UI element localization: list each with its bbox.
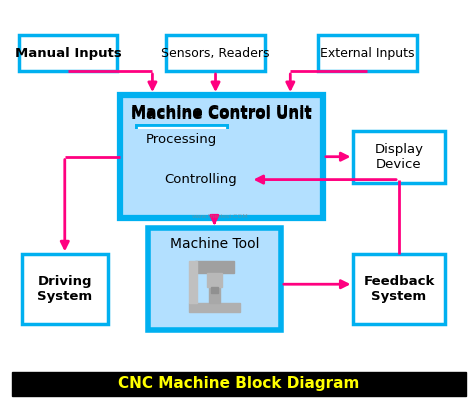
FancyBboxPatch shape	[124, 129, 319, 215]
Text: Controlling: Controlling	[164, 173, 237, 186]
Text: Processing: Processing	[146, 133, 217, 146]
Bar	[189, 261, 197, 303]
Bar	[209, 273, 220, 303]
Text: Machine Control Unit: Machine Control Unit	[131, 107, 312, 122]
Text: Driving
System: Driving System	[37, 275, 92, 303]
FancyBboxPatch shape	[319, 35, 417, 71]
FancyBboxPatch shape	[354, 131, 445, 182]
Bar	[207, 273, 222, 287]
Text: Display
Device: Display Device	[374, 143, 423, 171]
Bar	[210, 287, 218, 293]
FancyBboxPatch shape	[120, 95, 323, 219]
Text: Feedback
System: Feedback System	[363, 275, 435, 303]
FancyBboxPatch shape	[136, 125, 227, 155]
FancyBboxPatch shape	[153, 256, 276, 326]
Text: Sensors, Readers: Sensors, Readers	[161, 47, 270, 60]
Bar	[12, 372, 465, 396]
Bar	[189, 303, 240, 312]
FancyBboxPatch shape	[150, 165, 251, 194]
Text: CNC Machine Block Diagram: CNC Machine Block Diagram	[118, 376, 360, 391]
FancyBboxPatch shape	[21, 254, 108, 324]
FancyBboxPatch shape	[150, 165, 251, 194]
Text: Machine Control Unit: Machine Control Unit	[131, 105, 312, 120]
FancyBboxPatch shape	[166, 35, 264, 71]
Text: External Inputs: External Inputs	[320, 47, 415, 60]
FancyBboxPatch shape	[136, 125, 227, 155]
Text: Machine Tool: Machine Tool	[170, 272, 259, 286]
Text: Machine Control Unit: Machine Control Unit	[131, 149, 312, 164]
Text: Controlling: Controlling	[164, 173, 237, 186]
Bar	[195, 261, 234, 273]
FancyBboxPatch shape	[19, 35, 118, 71]
Text: www.thedesi.COM: www.thedesi.COM	[192, 214, 248, 219]
Text: Manual Inputs: Manual Inputs	[15, 47, 122, 60]
FancyBboxPatch shape	[354, 254, 445, 324]
FancyBboxPatch shape	[148, 229, 281, 330]
Text: Machine Tool: Machine Tool	[170, 237, 259, 251]
Text: Processing: Processing	[146, 133, 217, 146]
